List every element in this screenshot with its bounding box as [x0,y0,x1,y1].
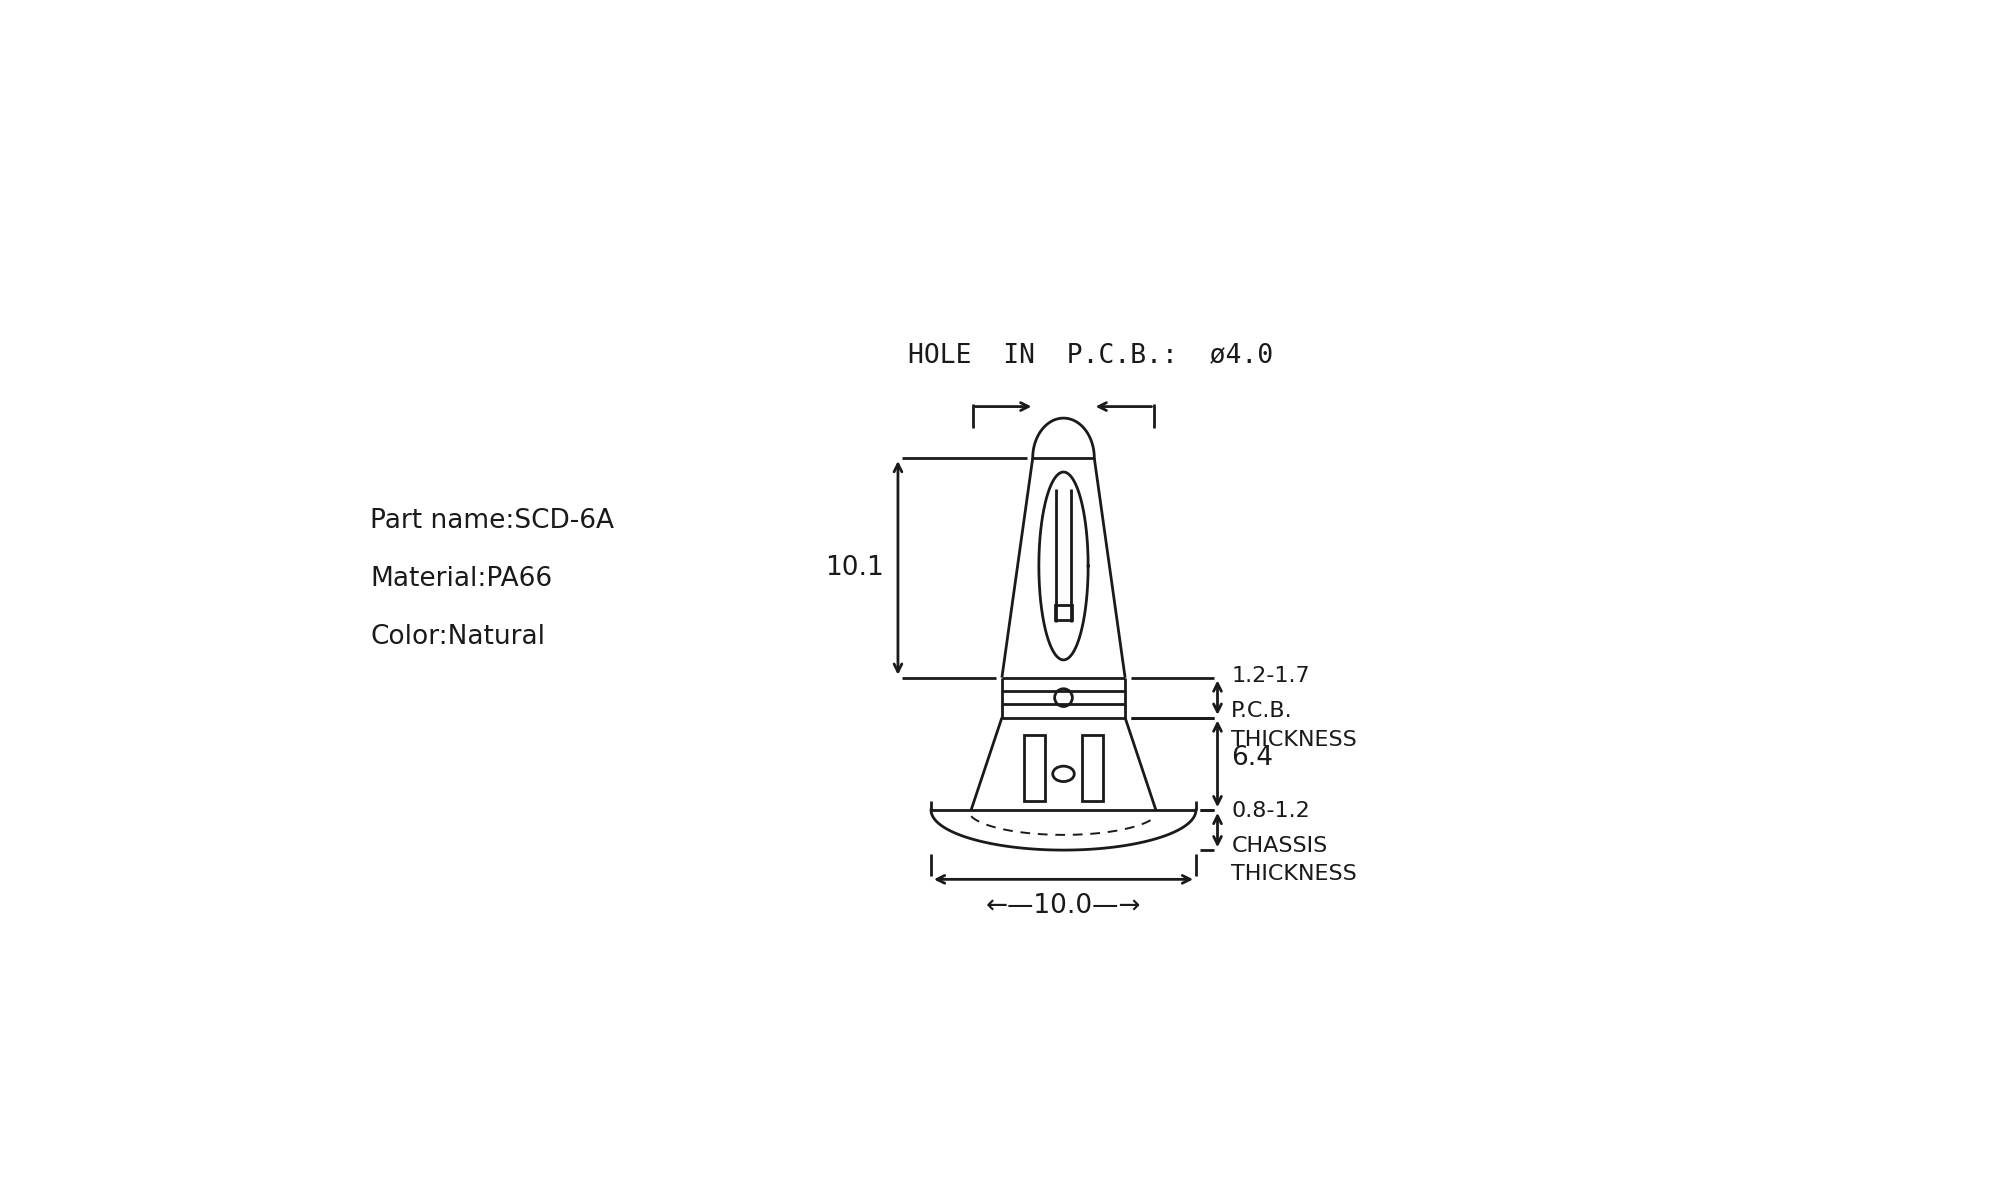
Text: HOLE  IN  P.C.B.:  ø4.0: HOLE IN P.C.B.: ø4.0 [908,342,1274,368]
Text: CHASSIS: CHASSIS [1232,836,1328,857]
Text: 0.8-1.2: 0.8-1.2 [1232,800,1310,821]
Text: Part name:SCD-6A: Part name:SCD-6A [370,509,614,534]
Text: ←—10.0—→: ←—10.0—→ [986,893,1142,919]
Text: 6.4: 6.4 [1232,745,1274,770]
Text: THICKNESS: THICKNESS [1232,864,1358,884]
Text: 1.2-1.7: 1.2-1.7 [1232,666,1310,686]
Text: P.C.B.: P.C.B. [1232,702,1292,721]
Text: Color:Natural: Color:Natural [370,624,546,650]
Text: Material:PA66: Material:PA66 [370,566,552,592]
Text: 10.1: 10.1 [826,554,884,581]
Text: THICKNESS: THICKNESS [1232,730,1358,750]
